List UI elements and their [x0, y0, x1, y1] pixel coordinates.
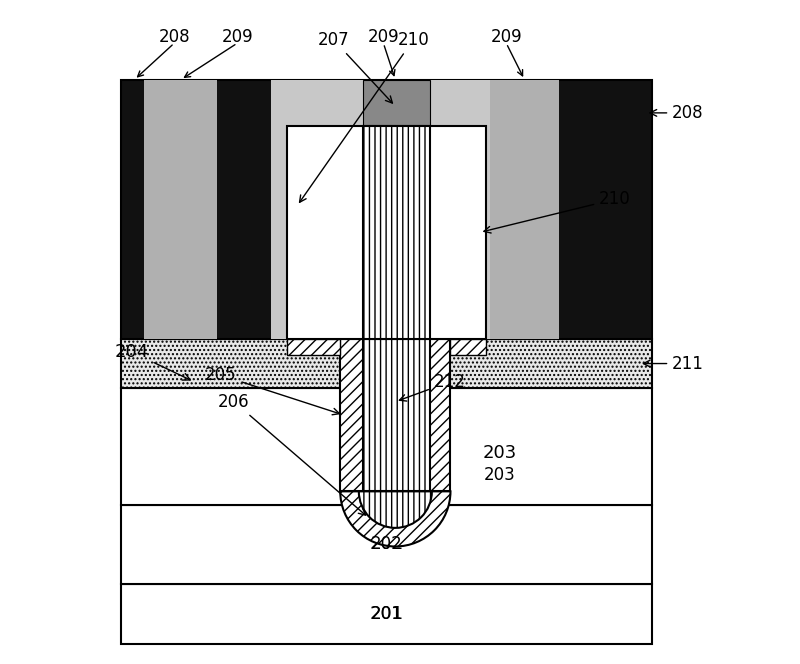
Text: 205: 205 — [205, 366, 339, 415]
Bar — [121, 388, 652, 505]
Text: 209: 209 — [490, 27, 522, 46]
Text: 208: 208 — [650, 104, 704, 122]
Text: 210: 210 — [299, 31, 429, 203]
Text: 212: 212 — [399, 373, 466, 401]
Bar — [121, 339, 652, 388]
Text: 203: 203 — [484, 465, 515, 484]
Text: 202: 202 — [370, 535, 404, 554]
Bar — [363, 80, 430, 339]
Bar — [363, 126, 430, 339]
Bar — [270, 80, 490, 339]
Text: 201: 201 — [371, 605, 402, 623]
Text: 203: 203 — [482, 444, 517, 462]
Bar — [144, 80, 218, 339]
Text: 207: 207 — [318, 31, 393, 103]
Text: 209: 209 — [222, 27, 253, 46]
Text: 208: 208 — [158, 27, 190, 46]
Bar — [287, 126, 486, 339]
Wedge shape — [340, 491, 450, 546]
Bar — [121, 584, 652, 644]
Bar — [450, 339, 486, 355]
Text: 206: 206 — [218, 392, 366, 515]
Text: 204: 204 — [114, 343, 190, 380]
Bar — [340, 339, 450, 491]
Bar — [121, 505, 652, 584]
Text: 209: 209 — [367, 27, 399, 46]
Bar — [121, 80, 652, 339]
Text: 210: 210 — [484, 190, 631, 233]
Bar — [287, 339, 340, 355]
Bar — [490, 80, 559, 339]
Text: 202: 202 — [371, 535, 402, 554]
Text: 211: 211 — [643, 355, 704, 373]
Wedge shape — [359, 491, 432, 528]
Text: 201: 201 — [370, 605, 404, 623]
Bar — [363, 339, 430, 491]
